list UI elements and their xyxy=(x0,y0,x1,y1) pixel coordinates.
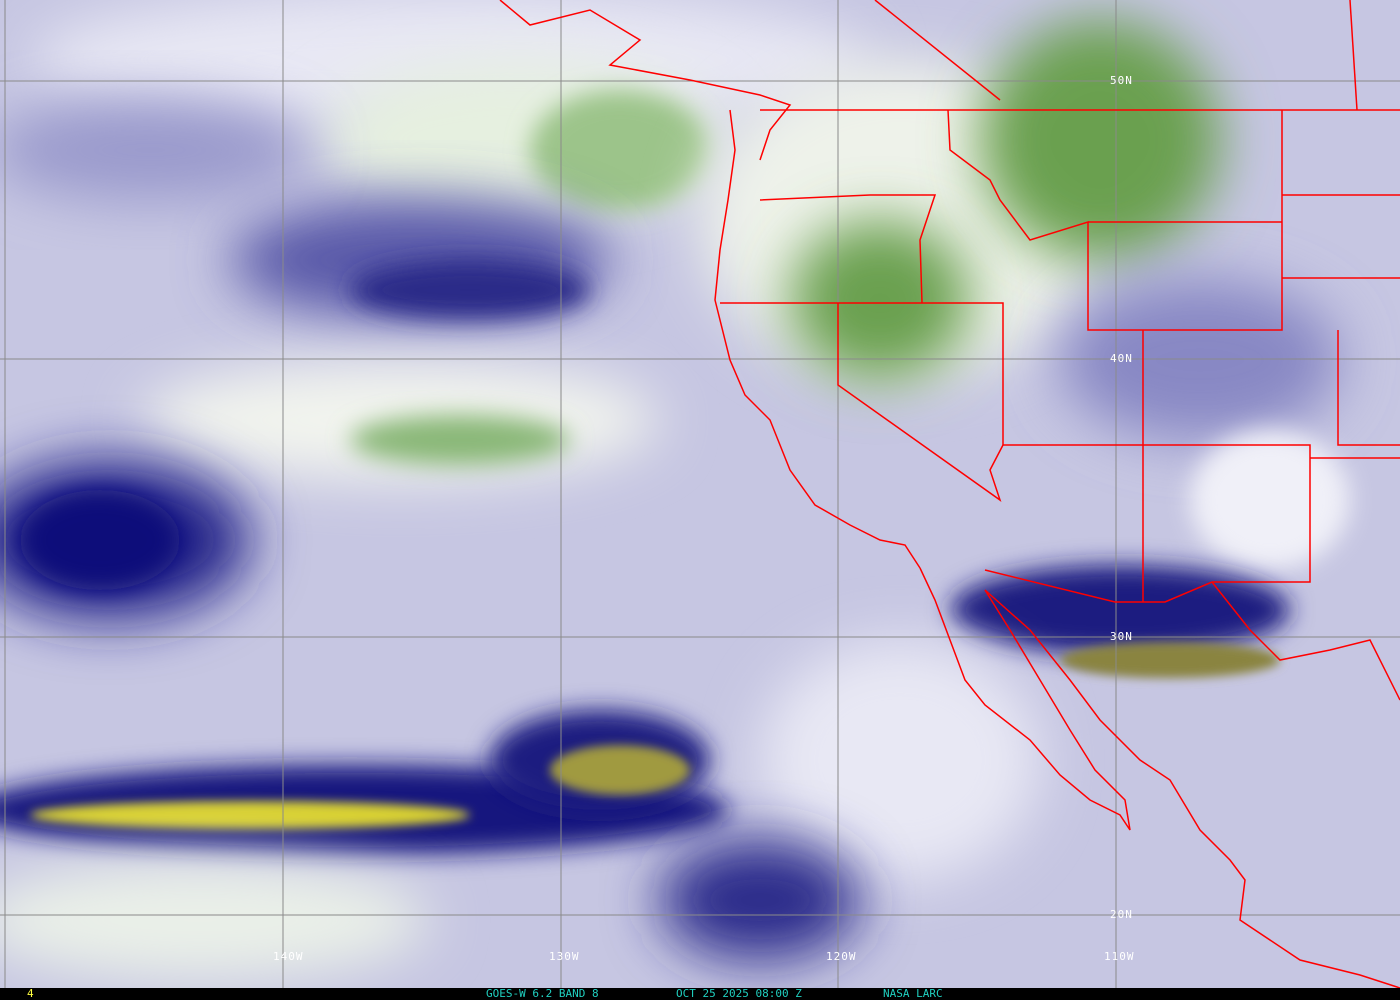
lon-label-130w: 130W xyxy=(549,950,580,963)
source-label: NASA LARC xyxy=(883,987,943,1000)
datetime-label: OCT 25 2025 08:00 Z xyxy=(676,987,802,1000)
political-borders xyxy=(499,0,1400,988)
lon-label-120w: 120W xyxy=(826,950,857,963)
lat-label-20n: 20N xyxy=(1110,908,1133,921)
moisture-field xyxy=(0,0,1350,980)
lon-label-140w: 140W xyxy=(273,950,304,963)
lat-label-50n: 50N xyxy=(1110,74,1133,87)
frame-number: 4 xyxy=(27,987,34,1000)
caption-bar: 4 GOES-W 6.2 BAND 8 OCT 25 2025 08:00 Z … xyxy=(0,988,1400,1000)
lat-label-30n: 30N xyxy=(1110,630,1133,643)
lat-label-40n: 40N xyxy=(1110,352,1133,365)
lon-label-110w: 110W xyxy=(1104,950,1135,963)
product-label: GOES-W 6.2 BAND 8 xyxy=(486,987,599,1000)
